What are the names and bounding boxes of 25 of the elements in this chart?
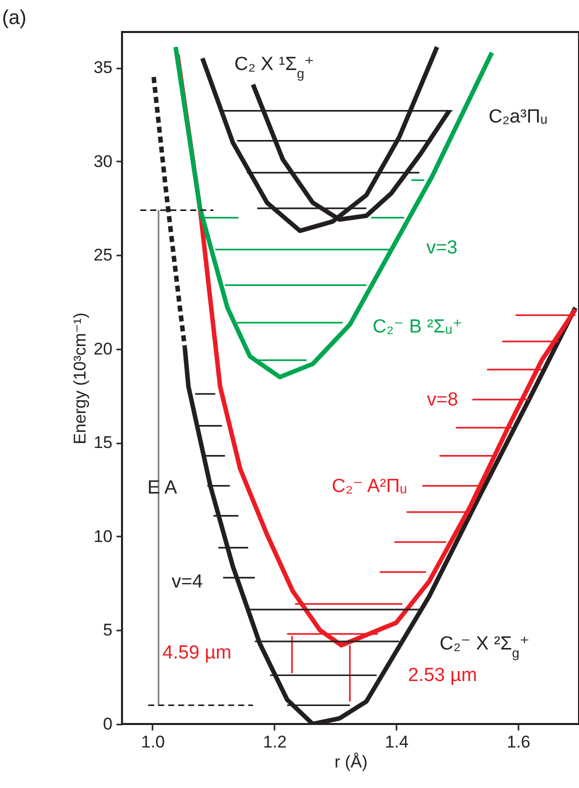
y-tick-label: 35: [94, 58, 112, 78]
chart-title: (a): [2, 7, 26, 29]
x-tick-label: 1.4: [384, 732, 409, 752]
annotation: 4.59 µm: [162, 642, 232, 664]
annotation: C₂⁻ X ²Σ$_{g}$⁺: [440, 633, 530, 660]
y-axis-title: Energy (10³cm⁻¹): [70, 312, 90, 444]
annotation: C₂⁻ B ²Σᵤ⁺: [372, 316, 462, 338]
annotation: v=8: [426, 390, 458, 411]
annotation: v=4: [172, 571, 204, 592]
y-tick-label: 10: [94, 526, 112, 546]
annotation: 2.53 µm: [408, 665, 478, 686]
annotation: C₂a³Πᵤ: [488, 106, 548, 128]
annotation: C₂⁻ A²Πᵤ: [332, 476, 408, 497]
y-tick-label: 30: [94, 152, 112, 171]
y-tick-label: 15: [94, 433, 112, 452]
y-tick-label: 20: [94, 339, 112, 358]
y-tick-label: 25: [94, 246, 112, 265]
annotation: v=3: [426, 238, 458, 259]
x-tick-label: 1.6: [506, 732, 530, 752]
y-tick-label: 5: [103, 620, 112, 640]
x-tick-label: 1.0: [141, 732, 165, 752]
x-axis-title: r (Å): [334, 752, 368, 772]
x-tick-label: 1.2: [263, 732, 287, 752]
y-tick-label: 0: [103, 714, 112, 734]
annotation: C₂ X ¹Σ$_{g}$⁺: [234, 54, 314, 80]
